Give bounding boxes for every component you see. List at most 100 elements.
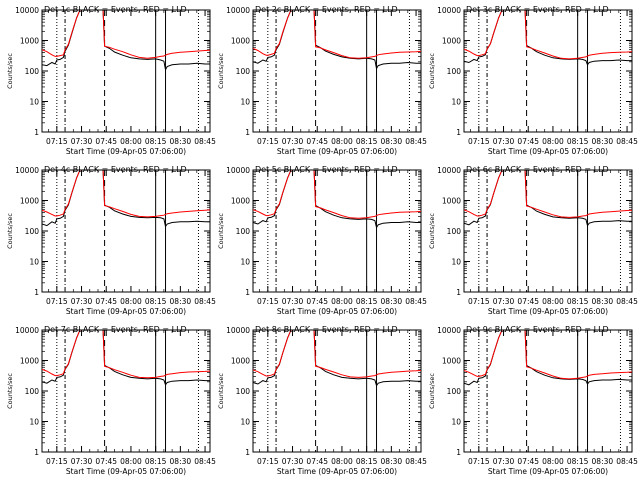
y-axis-label: Counts/sec [428, 53, 436, 89]
y-axis-label: Counts/sec [6, 53, 14, 89]
y-tick-label: 10 [29, 98, 39, 107]
panel-det-3: 1 10 100 1000 10000 07:15 07:30 07:45 08:00 08:15… [428, 5, 638, 156]
y-tick-label: 100 [25, 67, 40, 76]
x-tick-label: 07:45 [306, 297, 328, 306]
panel-det-2: 1 10 100 1000 10000 07:15 07:30 07:45 08:00 08:15… [217, 5, 427, 156]
x-tick-label: 08:45 [405, 137, 427, 146]
x-tick-label: 08:00 [120, 457, 142, 466]
y-tick-label: 1000 [20, 197, 39, 206]
x-axis-label: Start Time (09-Apr-05 07:06:00) [488, 467, 608, 476]
x-axis-label: Start Time (09-Apr-05 07:06:00) [277, 307, 397, 316]
x-tick-label: 07:15 [257, 137, 279, 146]
series-line-events [42, 10, 210, 72]
x-tick-label: 07:30 [282, 137, 304, 146]
panel-title: Det 5c BLACK = Events, RED = LLD [255, 165, 398, 174]
panel-det-5: 1 10 100 1000 10000 07:15 07:30 07:45 08:00 08:15… [217, 165, 427, 316]
x-tick-label: 08:15 [356, 297, 378, 306]
x-tick-label: 07:45 [517, 457, 539, 466]
y-axis-label: Counts/sec [217, 373, 225, 409]
plot-frame [252, 9, 422, 133]
plot-frame [41, 169, 211, 293]
plot-frame [463, 169, 633, 293]
x-tick-label: 07:45 [306, 457, 328, 466]
y-tick-label: 1000 [20, 37, 39, 46]
x-tick-label: 08:00 [120, 297, 142, 306]
y-tick-label: 100 [236, 67, 251, 76]
y-tick-label: 10 [29, 418, 39, 427]
x-tick-label: 07:45 [517, 297, 539, 306]
x-axis-label: Start Time (09-Apr-05 07:06:00) [488, 307, 608, 316]
series-line-lld [464, 10, 632, 60]
plot-frame [252, 169, 422, 293]
x-tick-label: 08:45 [194, 297, 216, 306]
x-tick-label: 07:45 [95, 137, 117, 146]
x-axis-label: Start Time (09-Apr-05 07:06:00) [66, 147, 186, 156]
y-axis-label: Counts/sec [6, 213, 14, 249]
y-tick-label: 1 [34, 128, 39, 137]
x-tick-label: 07:30 [71, 457, 93, 466]
y-tick-label: 10 [451, 418, 461, 427]
y-tick-label: 10 [240, 418, 250, 427]
y-tick-label: 10000 [226, 166, 250, 175]
x-tick-label: 07:15 [46, 297, 68, 306]
x-axis-label: Start Time (09-Apr-05 07:06:00) [66, 307, 186, 316]
series-line-events [464, 10, 632, 66]
x-axis-label: Start Time (09-Apr-05 07:06:00) [277, 467, 397, 476]
x-tick-label: 08:00 [542, 457, 564, 466]
y-tick-label: 10000 [437, 166, 461, 175]
y-tick-label: 1000 [231, 357, 250, 366]
panel-det-6: 1 10 100 1000 10000 07:15 07:30 07:45 08:00 08:15… [428, 165, 638, 316]
panel-det-4: 1 10 100 1000 10000 07:15 07:30 07:45 08:00 08:15… [6, 165, 216, 316]
y-tick-label: 1000 [442, 197, 461, 206]
x-tick-label: 08:15 [145, 137, 167, 146]
series-line-lld [42, 170, 210, 218]
x-tick-label: 08:15 [567, 297, 589, 306]
y-tick-label: 1 [456, 128, 461, 137]
panel-det-8: 1 10 100 1000 10000 07:15 07:30 07:45 08:00 08:15… [217, 325, 427, 476]
y-tick-label: 100 [25, 227, 40, 236]
y-tick-label: 10000 [15, 6, 39, 15]
plot-frame [41, 329, 211, 453]
x-tick-label: 07:30 [71, 297, 93, 306]
plot-frame [41, 9, 211, 133]
panel-title: Det 8c BLACK = Events, RED = LLD [255, 325, 398, 334]
x-tick-label: 07:15 [257, 457, 279, 466]
series-line-events [253, 10, 421, 71]
y-tick-label: 100 [236, 227, 251, 236]
y-axis-label: Counts/sec [428, 373, 436, 409]
y-tick-label: 10000 [15, 166, 39, 175]
y-tick-label: 1000 [442, 357, 461, 366]
x-tick-label: 07:15 [46, 137, 68, 146]
panel-title: Det 1c BLACK = Events, RED = LLD [44, 5, 187, 14]
panel-det-7: 1 10 100 1000 10000 07:15 07:30 07:45 08:00 08:15… [6, 325, 216, 476]
x-tick-label: 08:45 [616, 457, 638, 466]
series-line-lld [42, 330, 210, 379]
series-line-lld [42, 10, 210, 59]
x-tick-label: 08:45 [616, 137, 638, 146]
y-tick-label: 1000 [231, 37, 250, 46]
x-tick-label: 08:30 [170, 137, 192, 146]
x-tick-label: 08:00 [331, 457, 353, 466]
y-tick-label: 10000 [15, 326, 39, 335]
x-tick-label: 07:15 [468, 297, 490, 306]
x-tick-label: 07:15 [468, 137, 490, 146]
y-tick-label: 1 [245, 128, 250, 137]
x-tick-label: 08:00 [120, 137, 142, 146]
x-tick-label: 07:15 [257, 297, 279, 306]
x-tick-label: 07:30 [282, 457, 304, 466]
series-line-events [253, 170, 421, 229]
series-line-events [464, 170, 632, 227]
plot-frame [252, 329, 422, 453]
x-tick-label: 08:30 [592, 457, 614, 466]
x-tick-label: 08:45 [405, 457, 427, 466]
panel-title: Det 2c BLACK = Events, RED = LLD [255, 5, 398, 14]
panel-det-9: 1 10 100 1000 10000 07:15 07:30 07:45 08:00 08:15… [428, 325, 638, 476]
y-tick-label: 100 [25, 387, 40, 396]
y-tick-label: 1 [245, 288, 250, 297]
x-tick-label: 08:15 [567, 457, 589, 466]
y-tick-label: 10 [240, 98, 250, 107]
y-axis-label: Counts/sec [6, 373, 14, 409]
x-tick-label: 08:15 [356, 457, 378, 466]
series-line-lld [253, 10, 421, 59]
x-tick-label: 07:30 [493, 137, 515, 146]
